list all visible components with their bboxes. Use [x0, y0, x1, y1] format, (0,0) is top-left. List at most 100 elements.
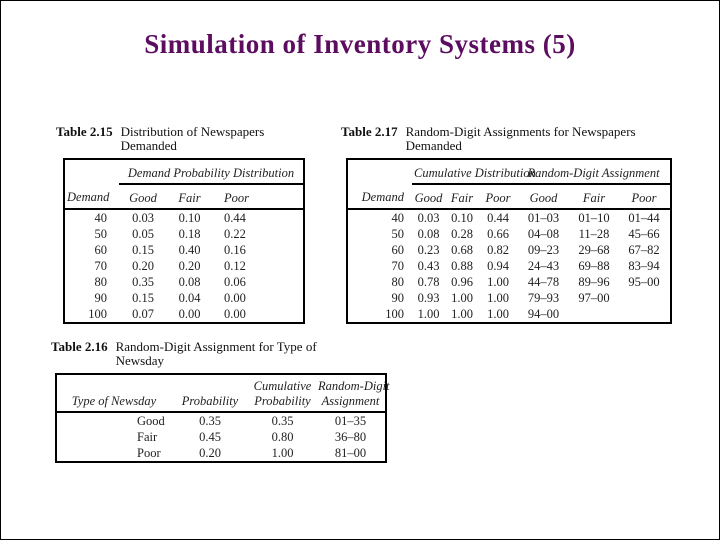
column-header-line: Probability — [181, 394, 239, 408]
table-cell: 94–00 — [527, 307, 560, 321]
table-cell: 0.96 — [451, 275, 473, 289]
table-row: Type of Newsday Probability Cumulative P… — [56, 374, 390, 413]
caption-line: Random-Digit Assignment for Type of — [115, 339, 317, 354]
column-header: Demand — [64, 184, 119, 210]
table-cell: 1.00 — [417, 307, 440, 321]
table-cell: 0.28 — [451, 227, 473, 241]
table-cell: 01–03 — [527, 211, 560, 225]
table-cell: 100 — [385, 307, 404, 321]
table-row: Good 0.35 0.35 01–35 — [56, 412, 386, 429]
table-cell: 0.94 — [487, 259, 509, 273]
column-header: Poor — [618, 184, 672, 210]
table-cell: 100 — [88, 307, 107, 321]
caption-line: Demanded — [120, 138, 177, 153]
table-row: 50 0.08 0.28 0.66 04–08 11–28 45–66 — [347, 226, 671, 242]
table-2-17-caption-text: Random-Digit Assignments for Newspapers … — [406, 125, 636, 153]
table-row: Poor 0.20 1.00 81–00 — [56, 445, 386, 462]
table-cell: 90 — [391, 291, 405, 305]
table-cell: 0.45 — [199, 430, 221, 444]
table-row: 90 0.15 0.04 0.00 — [64, 290, 304, 306]
table-row: Demand Good Fair Poor Good Fair Poor — [347, 184, 672, 210]
column-header-line: Probability — [254, 394, 311, 408]
table-cell: 60 — [391, 243, 405, 257]
table-cell — [618, 290, 671, 306]
column-header-line: Random-Digit — [318, 379, 390, 393]
table-cell: 0.05 — [132, 227, 154, 241]
column-header: Type of Newsday — [56, 374, 171, 413]
table-cell: 1.00 — [487, 275, 509, 289]
table-row: 40 0.03 0.10 0.44 — [64, 209, 304, 226]
table-cell: 0.78 — [417, 275, 440, 289]
table-cell: 67–82 — [628, 243, 660, 257]
table-cell: 0.40 — [178, 243, 201, 257]
spacer-cell — [347, 159, 412, 184]
table-row: Cumulative Distribution Random-Digit Ass… — [347, 159, 672, 185]
table-2-15-caption: Table 2.15 Distribution of Newspapers De… — [56, 125, 264, 153]
column-header: Cumulative Probability — [249, 374, 316, 413]
table-cell: 0.20 — [132, 259, 154, 273]
column-header: Poor — [479, 184, 518, 210]
table-row: 40 0.03 0.10 0.44 01–03 01–10 01–44 — [347, 209, 671, 226]
table-2-16: Type of Newsday Probability Cumulative P… — [55, 373, 390, 463]
table-row: Fair 0.45 0.80 36–80 — [56, 429, 386, 445]
caption-line: Random-Digit Assignments for Newspapers — [405, 124, 636, 139]
table-row: 90 0.93 1.00 1.00 79–93 97–00 — [347, 290, 671, 306]
table-2-15-caption-text: Distribution of Newspapers Demanded — [121, 125, 265, 153]
table-cell: 69–88 — [578, 259, 610, 273]
table-cell: 01–44 — [628, 211, 660, 225]
table-2-17-caption: Table 2.17 Random-Digit Assignments for … — [341, 125, 636, 153]
table-cell: 0.20 — [199, 446, 221, 460]
table-cell: 97–00 — [578, 291, 610, 305]
table-cell: 0.35 — [199, 414, 221, 428]
table-cell: 79–93 — [527, 291, 560, 305]
table-cell: 0.10 — [178, 211, 201, 225]
span-header: Cumulative Distribution — [412, 159, 536, 185]
table-cell: 89–96 — [578, 275, 610, 289]
table-cell: 95–00 — [628, 275, 660, 289]
span-header: Random-Digit Assignment — [517, 159, 672, 185]
table-cell: 1.00 — [271, 446, 294, 460]
table-cell: 80 — [391, 275, 405, 289]
table-cell: 0.08 — [417, 227, 440, 241]
table-cell: 0.35 — [271, 414, 294, 428]
table-cell: 70 — [94, 259, 108, 273]
table-cell: 0.15 — [132, 291, 154, 305]
table-cell: Fair — [137, 430, 158, 444]
table-cell: 0.06 — [224, 275, 246, 289]
column-header-line: Type of Newsday — [71, 394, 157, 408]
column-header: Demand — [347, 184, 412, 210]
table-cell: 0.16 — [224, 243, 246, 257]
table-row: Demand Probability Distribution — [64, 159, 305, 185]
table-cell: 0.18 — [178, 227, 201, 241]
table-cell: 0.82 — [487, 243, 509, 257]
table-cell: 0.88 — [451, 259, 473, 273]
table-row: 70 0.20 0.20 0.12 — [64, 258, 304, 274]
table-cell: 45–66 — [628, 227, 660, 241]
table-cell: 0.04 — [178, 291, 201, 305]
table-cell: 0.44 — [224, 211, 246, 225]
table-cell: 1.00 — [487, 291, 509, 305]
table-cell: 0.12 — [224, 259, 246, 273]
caption-line: Newsday — [115, 353, 164, 368]
caption-line: Demanded — [405, 138, 462, 153]
column-header: Good — [412, 184, 445, 210]
column-header-line — [59, 379, 169, 394]
table-2-15: Demand Probability Distribution Demand G… — [63, 158, 306, 324]
column-header: Random-Digit Assignment — [316, 374, 390, 413]
table-cell: 0.22 — [224, 227, 246, 241]
table-cell: 0.43 — [417, 259, 440, 273]
table-2-17-section: Table 2.17 Random-Digit Assignments for … — [341, 125, 673, 324]
table-2-16-caption: Table 2.16 Random-Digit Assignment for T… — [51, 340, 317, 368]
table-2-15-caption-label: Table 2.15 — [56, 124, 113, 139]
span-header: Demand Probability Distribution — [119, 159, 305, 185]
table-cell: 0.80 — [271, 430, 294, 444]
table-2-16-caption-text: Random-Digit Assignment for Type of News… — [116, 340, 317, 368]
table-cell: 0.23 — [417, 243, 440, 257]
table-cell: 83–94 — [628, 259, 660, 273]
table-row: 50 0.05 0.18 0.22 — [64, 226, 304, 242]
table-cell: 0.08 — [178, 275, 201, 289]
table-cell: 0.44 — [487, 211, 509, 225]
table-row: 80 0.35 0.08 0.06 — [64, 274, 304, 290]
table-cell: 40 — [94, 211, 108, 225]
